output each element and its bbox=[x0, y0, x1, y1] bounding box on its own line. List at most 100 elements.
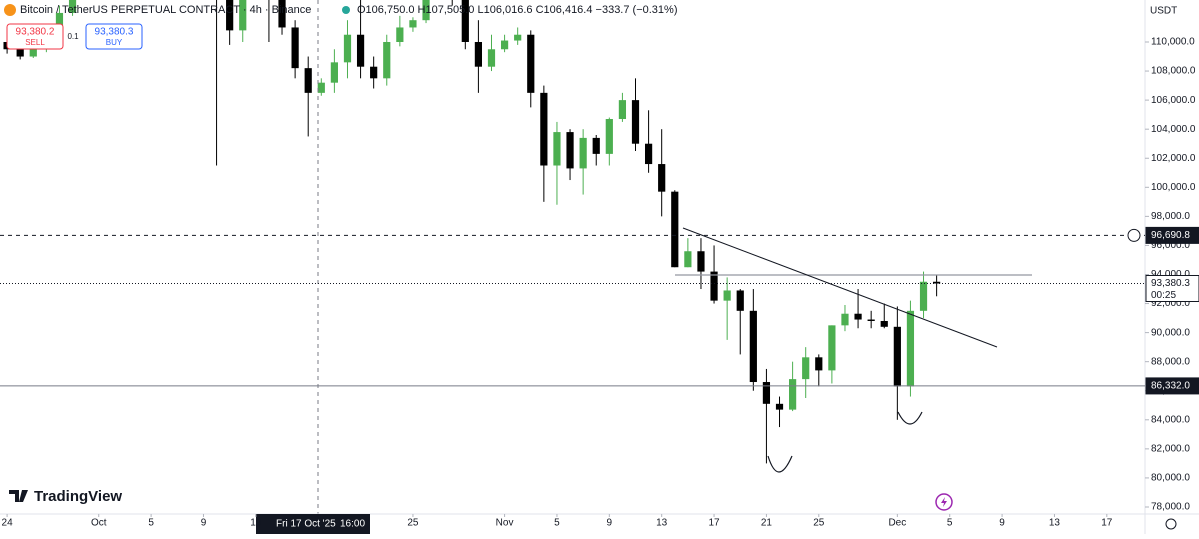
symbol-icon bbox=[4, 4, 16, 16]
candle-body bbox=[409, 20, 417, 28]
candle-body bbox=[854, 313, 862, 320]
candle-body bbox=[789, 379, 797, 410]
x-tick-label: Oct bbox=[91, 518, 107, 529]
candle-body bbox=[553, 132, 561, 166]
candle-body bbox=[658, 164, 666, 192]
candle-body bbox=[631, 100, 640, 144]
y-tick-label: 82,000.0 bbox=[1151, 444, 1190, 455]
price-label: 96,690.8 bbox=[1151, 230, 1190, 241]
x-tick-label: 5 bbox=[148, 518, 154, 529]
candle-body bbox=[749, 310, 757, 383]
candle-body bbox=[304, 68, 312, 93]
crosshair-date: Fri 17 Oct '25 bbox=[276, 519, 336, 530]
x-tick-label: 13 bbox=[250, 518, 262, 529]
header: Bitcoin / TetherUS PERPETUAL CONTRACT · … bbox=[4, 4, 677, 16]
candle-body bbox=[226, 0, 234, 31]
drawn-arc-right bbox=[897, 411, 923, 425]
x-tick-label: 17 bbox=[1101, 518, 1113, 529]
status-dot bbox=[342, 6, 350, 14]
candle-body bbox=[579, 137, 587, 169]
candle-body bbox=[906, 310, 915, 387]
x-tick-label: 9 bbox=[201, 518, 207, 529]
y-tick-label: 106,000.0 bbox=[1151, 95, 1196, 106]
symbol-title: Bitcoin / TetherUS PERPETUAL CONTRACT · … bbox=[20, 4, 311, 16]
drawn-trend-line bbox=[682, 227, 998, 348]
x-tick-label: 13 bbox=[1049, 518, 1061, 529]
candle-body bbox=[618, 100, 627, 120]
candle-body bbox=[383, 41, 391, 79]
buy-price: 93,380.3 bbox=[95, 27, 134, 38]
add-alert-button[interactable] bbox=[1127, 228, 1141, 242]
candle-body bbox=[330, 62, 338, 83]
y-tick-label: 98,000.0 bbox=[1151, 211, 1190, 222]
candle-body bbox=[893, 326, 901, 387]
x-tick-label: 21 bbox=[761, 518, 773, 529]
y-tick-label: 80,000.0 bbox=[1151, 473, 1190, 484]
buy-label: BUY bbox=[106, 38, 123, 47]
x-tick-label: 5 bbox=[554, 518, 560, 529]
price-label: 93,380.3 bbox=[1151, 278, 1190, 289]
candle-body bbox=[710, 271, 718, 301]
candle-body bbox=[605, 119, 613, 154]
candle-body bbox=[592, 137, 600, 154]
candle-body bbox=[723, 290, 731, 301]
y-tick-label: 88,000.0 bbox=[1151, 356, 1190, 367]
y-tick-label: 104,000.0 bbox=[1151, 124, 1196, 135]
candle-body bbox=[396, 27, 404, 42]
sell-label: SELL bbox=[25, 38, 45, 47]
candle-body bbox=[815, 357, 823, 371]
candle-body bbox=[29, 47, 37, 57]
y-tick-label: 100,000.0 bbox=[1151, 182, 1196, 193]
candle-body bbox=[68, 0, 77, 13]
x-tick-label: Nov bbox=[496, 518, 514, 529]
candle-body bbox=[762, 382, 771, 404]
y-tick-label: 90,000.0 bbox=[1151, 327, 1190, 338]
qty: 0.1 bbox=[67, 32, 79, 41]
candle-body bbox=[461, 0, 469, 42]
candle-body bbox=[16, 49, 24, 57]
x-tick-label: 24 bbox=[2, 518, 14, 529]
candle-body bbox=[527, 34, 535, 93]
crosshair-time: 16:00 bbox=[340, 519, 365, 530]
candle-body bbox=[867, 319, 875, 321]
ohlc-legend: O106,750.0 H107,505.0 L106,016.6 C106,41… bbox=[357, 4, 677, 16]
x-tick-label: 25 bbox=[813, 518, 825, 529]
x-tick-label: 5 bbox=[947, 518, 953, 529]
x-tick-label: Dec bbox=[888, 518, 906, 529]
y-tick-label: 94,000.0 bbox=[1151, 269, 1190, 280]
currency-button[interactable] bbox=[1146, 2, 1176, 20]
candle-body bbox=[671, 191, 679, 268]
candle-body bbox=[644, 143, 653, 165]
candle-body bbox=[500, 40, 509, 50]
y-tick-label: 78,000.0 bbox=[1151, 502, 1190, 513]
price-label-box bbox=[1145, 274, 1199, 302]
sell-button[interactable] bbox=[6, 23, 64, 50]
candle-body bbox=[474, 41, 483, 67]
candle-body bbox=[487, 49, 496, 67]
currency: USDT bbox=[1150, 6, 1177, 17]
x-tick-label: 9 bbox=[607, 518, 613, 529]
sell-price: 93,380.2 bbox=[16, 27, 55, 38]
y-tick-label: 108,000.0 bbox=[1151, 66, 1196, 77]
candle-body bbox=[841, 313, 849, 326]
y-tick-label: 110,000.0 bbox=[1151, 37, 1195, 48]
candle-body bbox=[684, 251, 692, 268]
candle-body bbox=[370, 66, 378, 79]
settings-icon[interactable] bbox=[1165, 518, 1177, 530]
y-tick-label: 96,000.0 bbox=[1151, 240, 1190, 251]
lightning-icon[interactable] bbox=[935, 493, 953, 511]
lightning-glyph bbox=[941, 497, 947, 507]
price-label-box bbox=[1145, 226, 1199, 244]
buy-button[interactable] bbox=[85, 23, 143, 50]
candle-body bbox=[343, 34, 352, 63]
drawn-arc-left bbox=[767, 455, 793, 473]
candle-body bbox=[880, 320, 888, 327]
candle-body bbox=[933, 281, 941, 284]
candle-body bbox=[317, 82, 325, 93]
candle-body bbox=[278, 0, 286, 28]
candle-body bbox=[697, 251, 705, 272]
candle-body bbox=[919, 281, 928, 311]
price-label: 86,332.0 bbox=[1151, 381, 1190, 392]
candle-body bbox=[775, 403, 784, 410]
